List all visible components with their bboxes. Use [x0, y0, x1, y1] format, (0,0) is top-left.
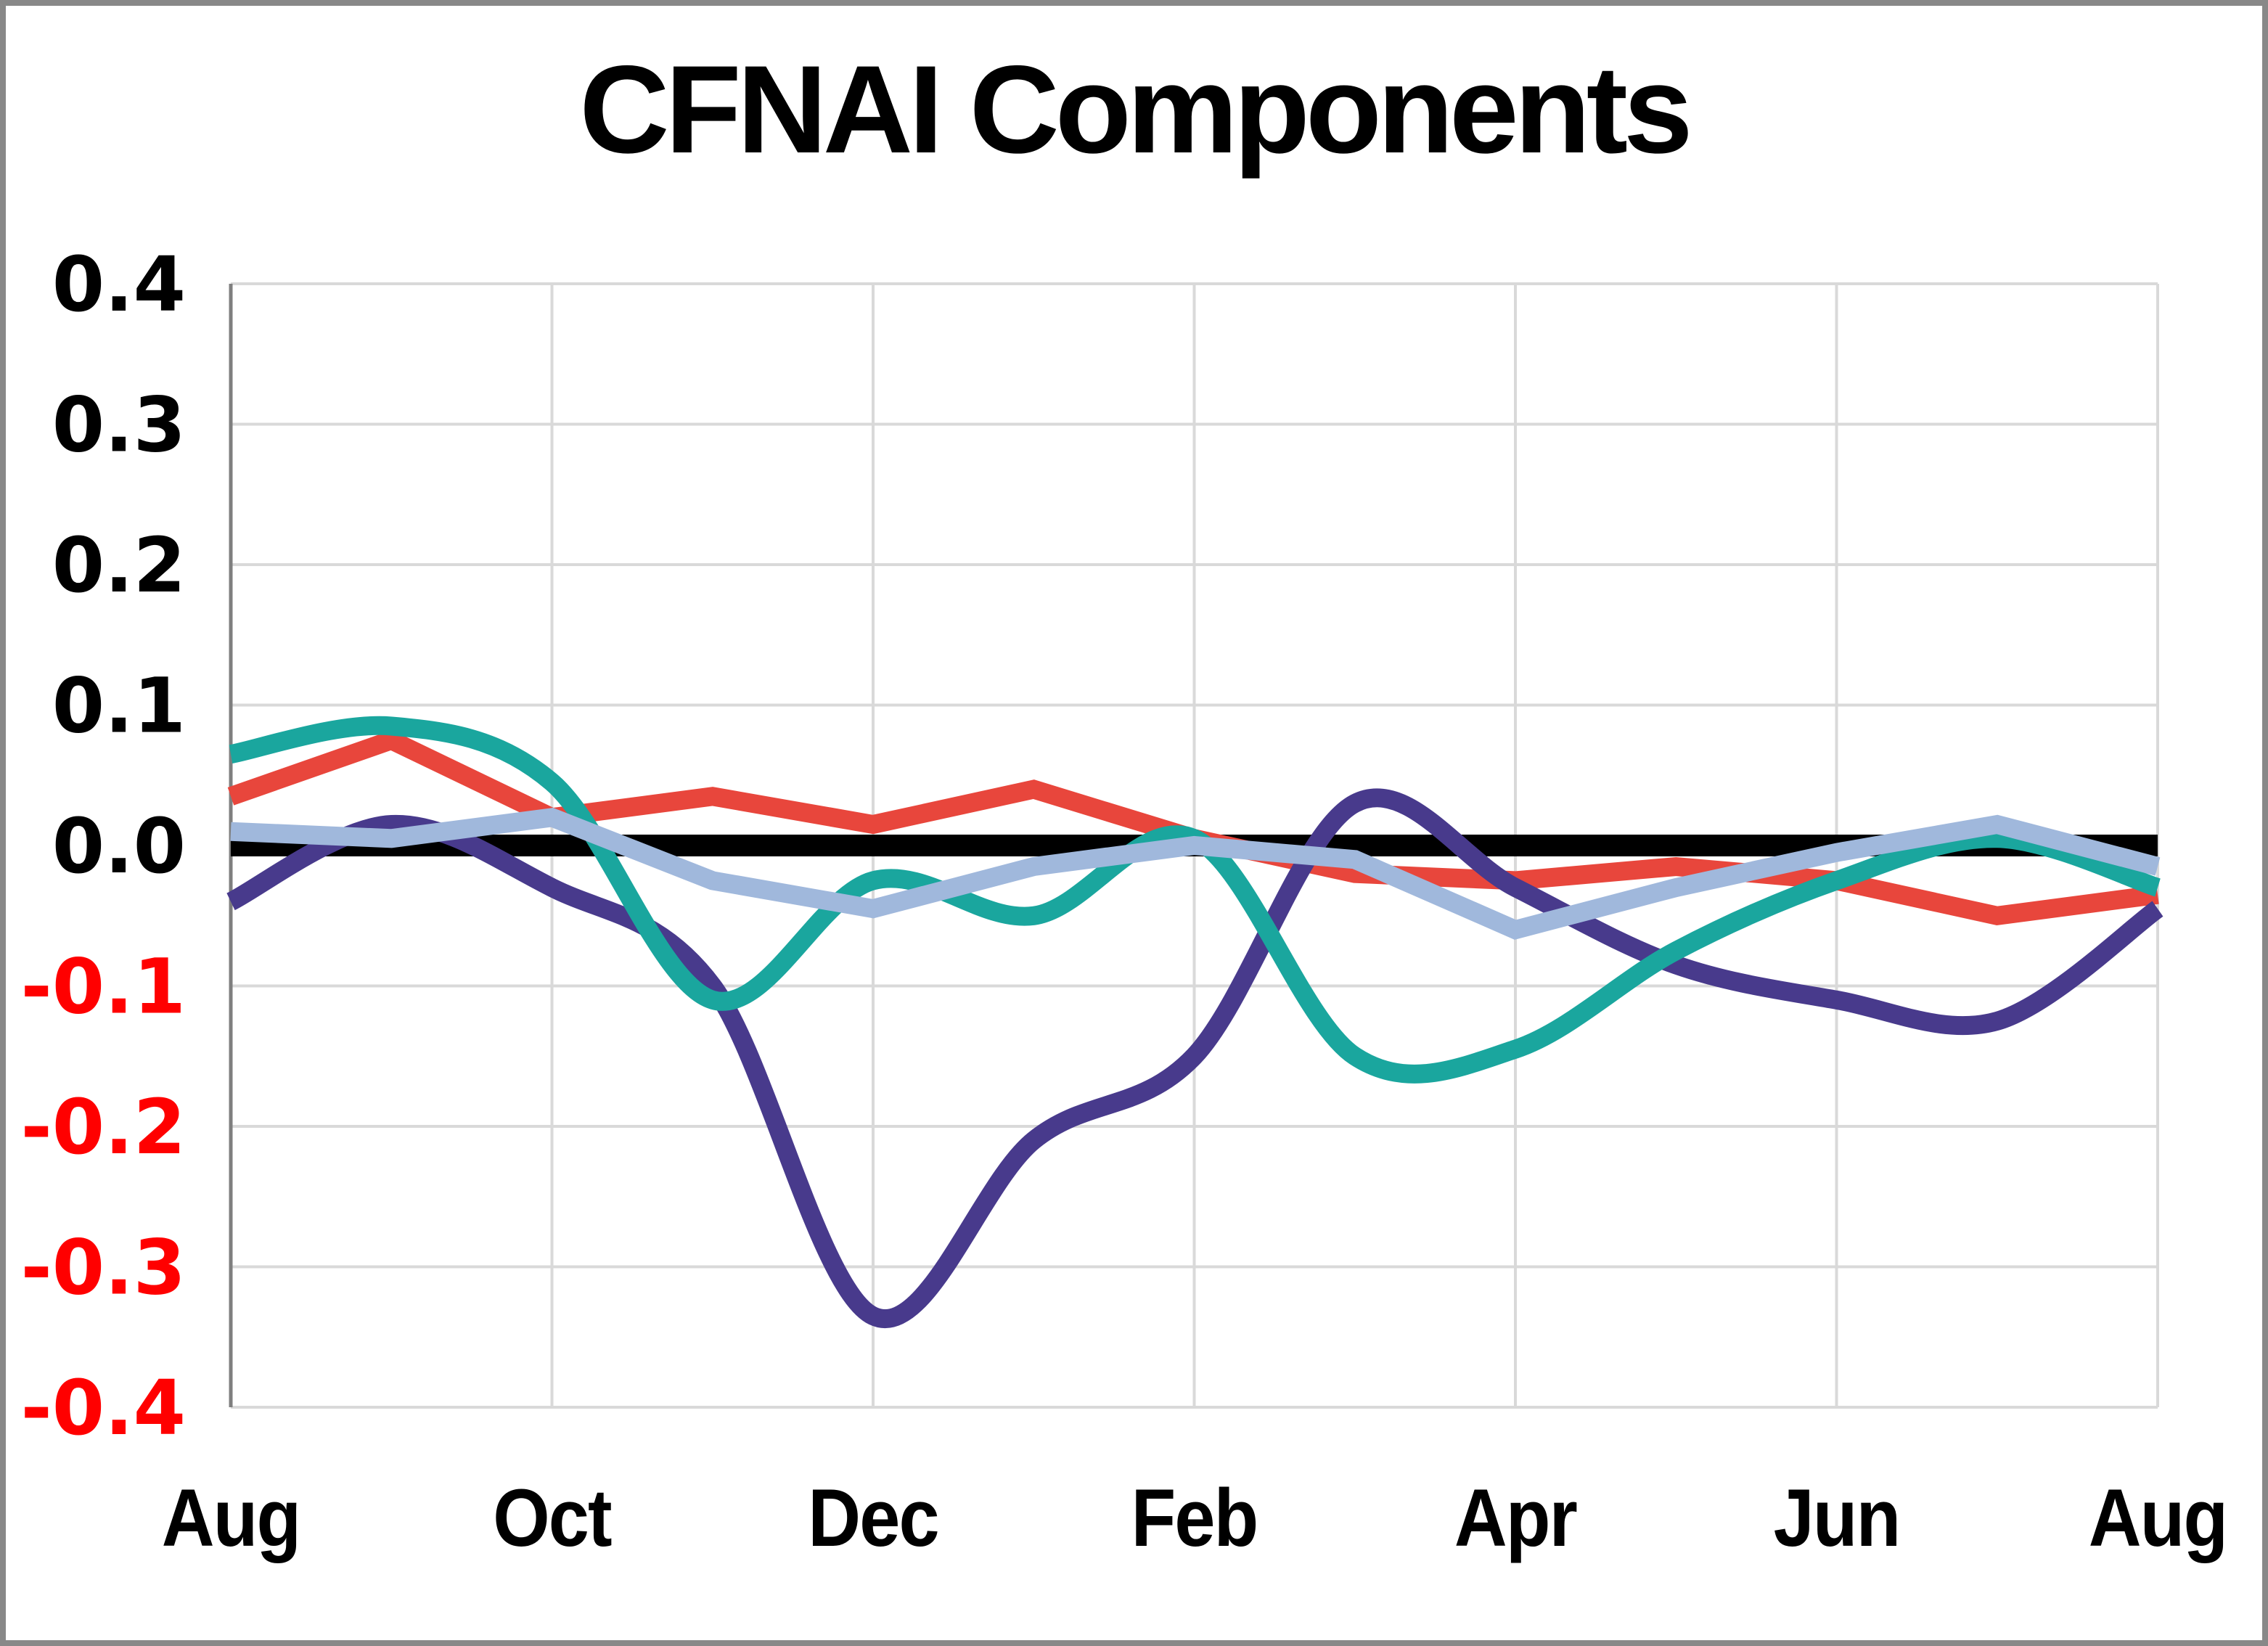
y-tick-label: -0.3 — [21, 1224, 186, 1312]
x-tick-label: Dec — [808, 1473, 938, 1563]
x-tick-label: Oct — [493, 1473, 612, 1563]
y-tick-label: 0.3 — [52, 381, 186, 470]
cfnai-line-chart: 0.4 0.3 0.2 0.1 0.0 -0.1 -0.2 -0.3 -0.4 Aug Oct De… — [21, 240, 2228, 1563]
y-tick-label: -0.4 — [21, 1364, 186, 1452]
y-axis-labels: 0.4 0.3 0.2 0.1 0.0 -0.1 -0.2 -0.3 -0.4 — [21, 240, 186, 1452]
x-tick-label: Aug — [2089, 1473, 2227, 1563]
x-axis-labels: Aug Oct Dec Feb Apr Jun Aug — [162, 1473, 2228, 1563]
y-tick-label: 0.1 — [52, 662, 186, 750]
series-lines — [226, 716, 2163, 1328]
purple-line — [226, 788, 2163, 1328]
x-tick-label: Aug — [162, 1473, 300, 1563]
teal-line — [229, 716, 2161, 1084]
y-tick-label: 0.0 — [52, 802, 186, 890]
y-tick-label: -0.1 — [21, 943, 186, 1031]
y-tick-label: 0.4 — [52, 240, 186, 329]
y-tick-label: -0.2 — [21, 1083, 186, 1171]
x-tick-label: Feb — [1131, 1473, 1258, 1563]
x-tick-label: Jun — [1774, 1473, 1900, 1563]
chart-title: CFNAI Components — [579, 40, 1692, 179]
y-tick-label: 0.2 — [52, 521, 186, 610]
periwinkle-line — [230, 807, 2161, 940]
x-tick-label: Apr — [1454, 1473, 1577, 1563]
